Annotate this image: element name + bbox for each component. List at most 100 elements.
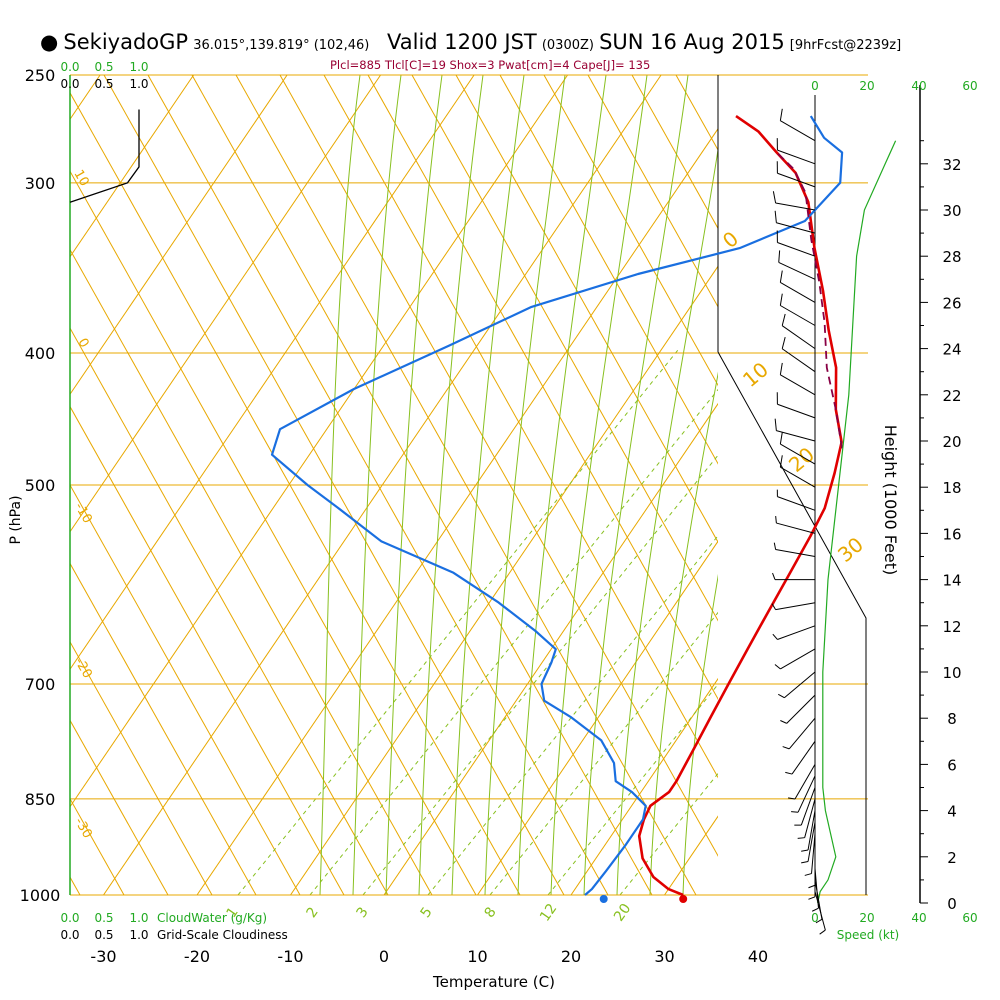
cloudwater-bottom-tick: 1.0: [129, 911, 148, 925]
pressure-tick-label: 700: [25, 675, 56, 694]
temperature-tick-label: -30: [90, 947, 116, 966]
wind-barb: [785, 741, 816, 775]
wind-barb-shaft: [775, 549, 816, 557]
surface-dewpoint-marker: [599, 895, 608, 903]
wind-barb: [794, 787, 816, 826]
moist-adiabat-line: [352, 75, 402, 895]
wind-barb-shaft: [797, 775, 816, 813]
wind-barb-shaft: [780, 443, 816, 465]
wind-barb-flag: [808, 896, 816, 900]
mixing-ratio-line: [309, 388, 718, 895]
moist-adiabat-line: [550, 75, 648, 895]
cloudiness-bottom-tick: 0.5: [94, 928, 113, 942]
isotherm-left-label: 10: [70, 167, 91, 189]
surface-temperature-marker: [679, 895, 688, 903]
theta-label: 30: [833, 532, 868, 567]
height-tick-label: 24: [942, 341, 961, 359]
series-dewpoint-line: [270, 115, 844, 896]
wind-barb: [776, 489, 816, 511]
cloudiness-bottom-tick: 0.0: [60, 928, 79, 942]
cloudwater-top-tick: 0.5: [94, 60, 113, 74]
wind-barb-shaft: [814, 891, 826, 931]
wind-barb: [779, 108, 816, 142]
isotherm-left-label: -20: [71, 655, 95, 681]
station-name: SekiyadoGP: [63, 30, 189, 54]
dry-adiabat-line: [70, 483, 301, 895]
wind-barb: [778, 671, 816, 699]
wind-barb-shaft: [807, 822, 816, 862]
height-tick-label: 10: [942, 664, 961, 682]
height-tick-label: 12: [942, 618, 961, 636]
moist-adiabat-line: [649, 371, 718, 895]
wind-barb-shaft: [781, 325, 816, 350]
pressure-tick-label: 250: [25, 66, 56, 85]
wind-barb: [776, 138, 816, 165]
utc-time: (0300Z): [541, 38, 594, 53]
mixing-ratio-label: 3: [354, 904, 372, 920]
wind-barb-flag: [771, 603, 777, 610]
wind-barb-flag: [779, 455, 783, 468]
wind-barb: [779, 270, 816, 303]
wind-barb-shaft: [780, 648, 816, 670]
wind-barb-shaft: [778, 261, 816, 280]
wind-barb-shaft: [776, 522, 816, 534]
wind-barb-shaft: [786, 694, 816, 724]
mixing-ratio-label: 5: [418, 904, 436, 920]
wind-barb-shaft: [780, 281, 816, 303]
wind-barb: [776, 392, 816, 419]
speed-bottom-tick: 20: [859, 911, 874, 925]
wind-barb-flag: [815, 918, 823, 924]
height-tick-label: 18: [942, 479, 961, 497]
height-tick-label: 32: [942, 156, 961, 174]
wind-barb: [771, 602, 816, 611]
temperature-tick-label: 20: [561, 947, 581, 966]
isotherm-line: [852, 75, 1000, 895]
isotherm-left-label: 0: [74, 336, 91, 351]
temperature-tick-label: -10: [277, 947, 303, 966]
wind-barb-shaft: [780, 120, 816, 142]
moist-adiabat-line: [583, 75, 689, 895]
wind-barb-flag: [774, 418, 777, 431]
speed-bottom-tick: 0: [811, 911, 819, 925]
wind-barb-shaft: [775, 202, 816, 211]
cloudiness-label: Grid-Scale Cloudiness: [157, 928, 288, 942]
isotherm-line: [477, 540, 718, 895]
wind-barb-flag: [797, 837, 805, 839]
pressure-tick-label: 500: [25, 476, 56, 495]
height-tick-label: 16: [942, 525, 961, 543]
wind-barb: [779, 432, 816, 465]
wind-barb-shaft: [777, 403, 816, 419]
wind-barb-flag: [775, 516, 777, 524]
mixing-ratio-label: 8: [482, 904, 500, 920]
mixing-ratio-line: [362, 454, 718, 895]
station-header: ● SekiyadoGP 36.015°,139.819° (102,46): [40, 30, 369, 54]
speed-top-tick: 20: [859, 79, 874, 93]
wind-barb-flag: [781, 337, 786, 349]
valid-header: Valid 1200 JST (0300Z) SUN 16 Aug 2015 […: [387, 30, 901, 54]
cloudwater-top-tick: 0.0: [60, 60, 79, 74]
wind-barb-flag: [785, 771, 793, 775]
pressure-axis-title: P (hPa): [8, 495, 24, 544]
wind-barb-shaft: [777, 496, 816, 511]
wind-barb-shaft: [780, 466, 816, 488]
wind-barb-shaft: [775, 602, 816, 611]
wind-barb-flag: [772, 191, 777, 204]
moist-adiabat-line: [484, 75, 566, 895]
height-tick-label: 26: [942, 294, 961, 312]
wind-barb-shaft: [777, 149, 816, 165]
wind-barb-flag: [808, 884, 816, 889]
height-tick-label: 8: [947, 710, 957, 728]
cloudiness-top-tick: 1.0: [129, 77, 148, 91]
dry-adiabat-line: [499, 75, 718, 465]
dry-adiabat-line: [70, 640, 213, 895]
moist-adiabat-line: [682, 574, 718, 895]
height-tick-label: 14: [942, 572, 961, 590]
wind-barb: [779, 362, 816, 396]
speed-top-tick: 0: [811, 79, 819, 93]
wind-barb: [772, 191, 816, 211]
wind-barb-flag: [774, 664, 781, 670]
height-tick-label: 28: [942, 248, 961, 266]
sounding-params: Plcl=885 Tlcl[C]=19 Shox=3 Pwat[cm]=4 Ca…: [330, 58, 651, 72]
temperature-tick-label: 40: [748, 947, 768, 966]
speed-bottom-tick: 60: [962, 911, 977, 925]
